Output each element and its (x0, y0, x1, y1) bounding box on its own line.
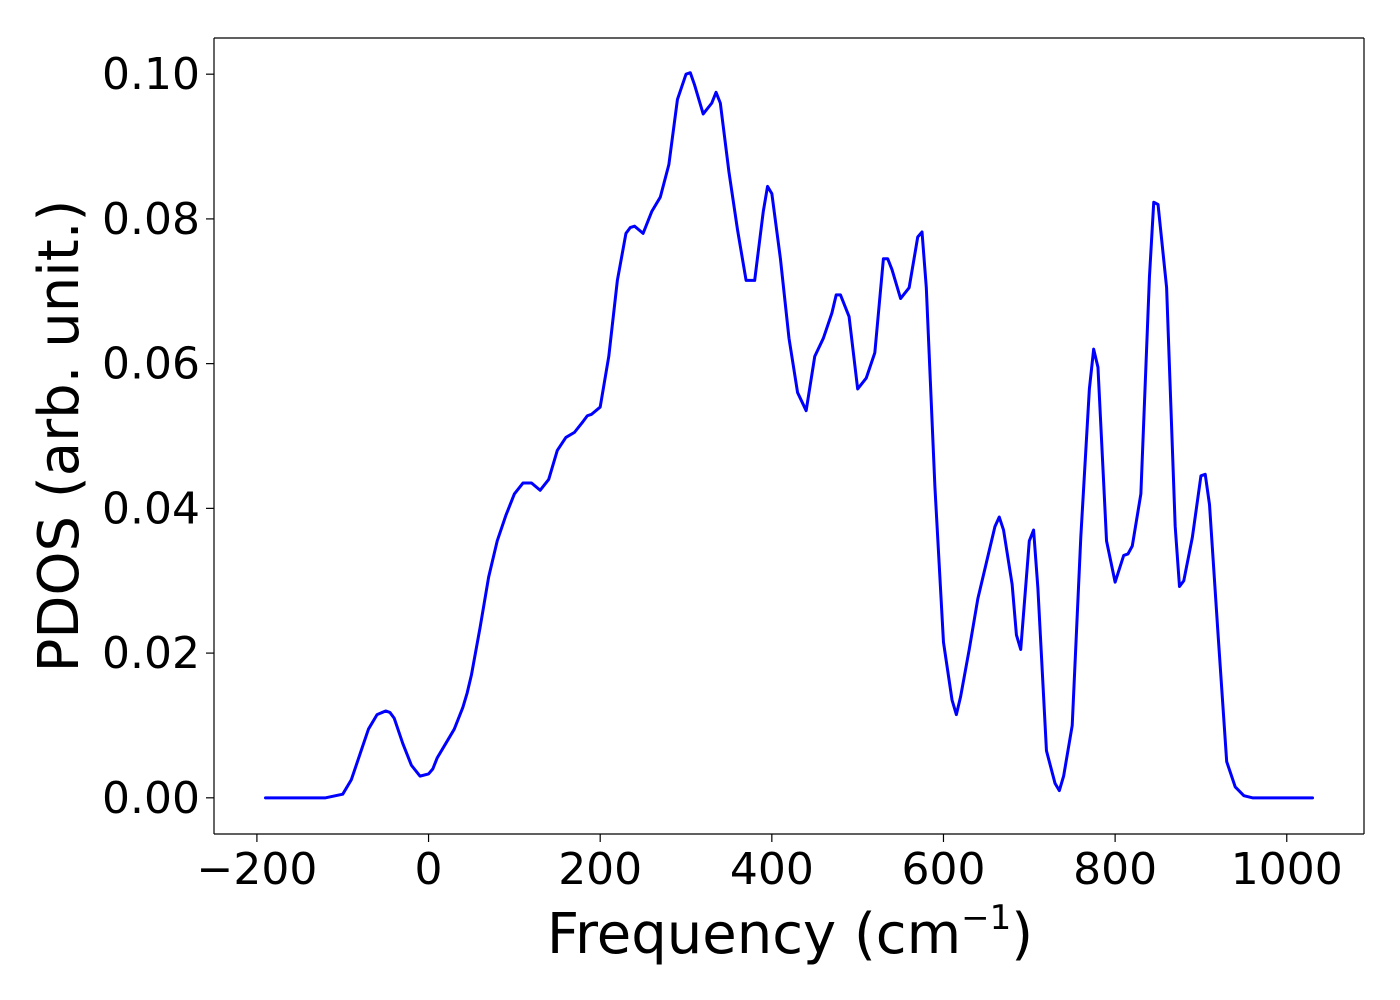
y-tick-label: 0.04 (102, 483, 200, 534)
y-tick-label: 0.00 (102, 773, 200, 824)
x-tick-label: 200 (558, 844, 642, 895)
x-axis-label-text: Frequency (cm (547, 902, 961, 967)
y-tick-label: 0.08 (102, 194, 200, 245)
y-tick-label: 0.02 (102, 628, 200, 679)
x-axis-label-close: ) (1011, 902, 1033, 967)
y-tick-label: 0.10 (102, 49, 200, 100)
x-axis-label: Frequency (cm−1) (547, 898, 1033, 967)
plot-area (214, 38, 1364, 834)
x-tick-label: 800 (1073, 844, 1157, 895)
x-tick-label: −200 (196, 844, 317, 895)
x-axis-label-exponent: −1 (961, 898, 1011, 938)
series-line-0 (263, 71, 1315, 800)
x-tick-label: 400 (730, 844, 814, 895)
x-tick-label: 0 (415, 844, 443, 895)
x-tick-label: 600 (901, 844, 985, 895)
y-axis-label: PDOS (arb. unit.) (27, 200, 92, 673)
y-tick-label: 0.06 (102, 339, 200, 390)
x-tick-label: 1000 (1231, 844, 1343, 895)
